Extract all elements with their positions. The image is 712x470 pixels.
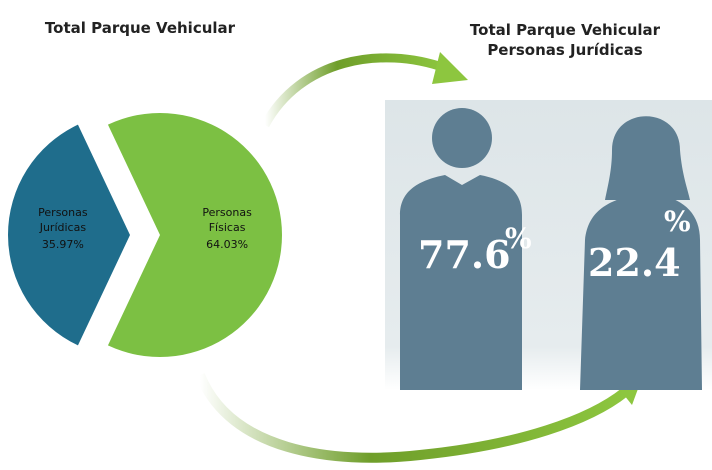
arrow-head <box>432 52 468 84</box>
woman-hair <box>605 116 690 200</box>
woman-body <box>580 195 702 390</box>
arrow <box>195 373 629 463</box>
unit-label: % <box>664 205 691 238</box>
pie-slice <box>107 113 282 357</box>
value-label: 22.4 <box>588 240 681 285</box>
unit-label: % <box>505 222 532 255</box>
chart-title: Total Parque Vehicular Personas Jurídica… <box>469 21 661 59</box>
value-label: 77.6 <box>418 232 511 277</box>
arrow <box>261 53 447 128</box>
slice-value-label: 64.03% <box>206 238 249 251</box>
slice-label: Personas Jurídicas <box>38 206 88 234</box>
man-head <box>432 108 492 168</box>
chart-title: Total Parque Vehicular <box>44 19 236 37</box>
slice-value-label: 35.97% <box>41 238 84 251</box>
slice-label: Personas Físicas <box>202 206 252 234</box>
man-body <box>400 175 522 390</box>
pie-slice <box>7 124 130 346</box>
